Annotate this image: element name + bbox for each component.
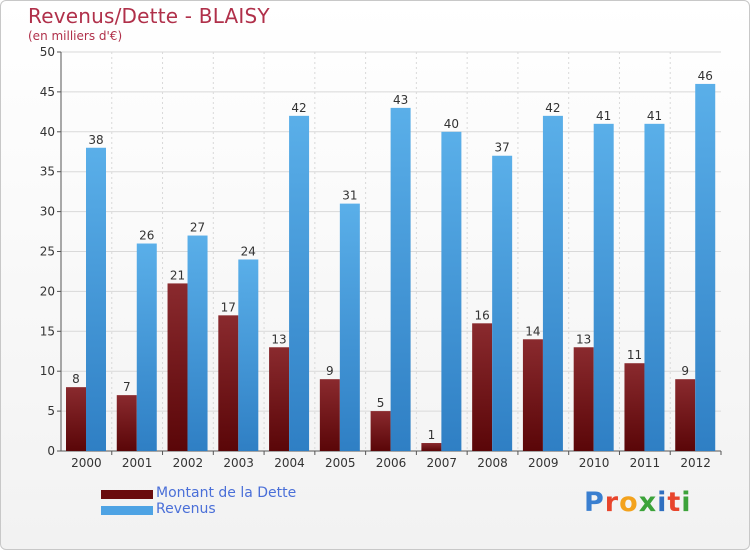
x-tick-label-2011: 2011 — [630, 456, 661, 470]
data-label-dette-2007: 1 — [428, 428, 436, 442]
bar-dette-2012 — [675, 379, 696, 451]
y-tick-label-50: 50 — [40, 45, 55, 59]
data-label-revenus-2004: 42 — [291, 101, 306, 115]
x-tick-label-2009: 2009 — [528, 456, 559, 470]
data-label-revenus-2011: 41 — [647, 109, 662, 123]
y-tick-label-40: 40 — [40, 125, 55, 139]
data-label-revenus-2007: 40 — [444, 117, 459, 131]
bar-revenus-2011 — [644, 123, 665, 451]
bar-dette-2000 — [66, 387, 86, 451]
data-label-dette-2000: 8 — [72, 372, 80, 386]
x-tick-label-2010: 2010 — [579, 456, 610, 470]
bar-dette-2003 — [218, 315, 239, 451]
x-tick-label-2005: 2005 — [325, 456, 356, 470]
data-label-revenus-2005: 31 — [342, 189, 357, 203]
y-tick-label-25: 25 — [40, 245, 55, 259]
logo-letter: o — [619, 487, 639, 518]
logo-letter: t — [667, 487, 682, 518]
chart-title: Revenus/Dette - BLAISY — [28, 4, 270, 28]
data-label-dette-2006: 5 — [377, 396, 385, 410]
data-label-revenus-2006: 43 — [393, 93, 408, 107]
data-label-revenus-2000: 38 — [88, 133, 103, 147]
y-tick-label-5: 5 — [47, 404, 55, 418]
data-label-revenus-2008: 37 — [495, 141, 510, 155]
legend-swatch-revenus — [101, 506, 153, 515]
bar-revenus-2002 — [187, 235, 208, 451]
legend-swatch-dette — [101, 490, 153, 499]
x-tick-label-2001: 2001 — [122, 456, 153, 470]
bar-revenus-2003 — [238, 259, 259, 451]
logo-letter: x — [638, 487, 658, 518]
bar-revenus-2006 — [390, 107, 411, 452]
bar-dette-2011 — [624, 363, 645, 451]
y-tick-label-35: 35 — [40, 165, 55, 179]
bar-dette-2002 — [167, 283, 188, 451]
data-label-revenus-2012: 46 — [698, 69, 713, 83]
y-tick-label-45: 45 — [40, 85, 55, 99]
bar-dette-2004 — [269, 347, 290, 451]
bar-revenus-2005 — [339, 203, 360, 451]
logo-letter: i — [657, 487, 668, 518]
data-label-revenus-2001: 26 — [139, 229, 154, 243]
data-label-revenus-2010: 41 — [596, 109, 611, 123]
data-label-dette-2005: 9 — [326, 364, 334, 378]
x-tick-label-2004: 2004 — [274, 456, 305, 470]
x-tick-label-2012: 2012 — [680, 456, 711, 470]
bar-revenus-2012 — [695, 83, 716, 452]
logo-letter: r — [604, 487, 620, 518]
y-tick-label-10: 10 — [40, 364, 55, 378]
data-label-dette-2011: 11 — [627, 348, 642, 362]
y-tick-label-20: 20 — [40, 284, 55, 298]
bar-revenus-2004 — [289, 115, 310, 451]
bar-revenus-2010 — [593, 123, 614, 451]
data-label-dette-2012: 9 — [681, 364, 689, 378]
y-tick-label-15: 15 — [40, 324, 55, 338]
data-label-revenus-2002: 27 — [190, 221, 205, 235]
bar-revenus-2000 — [86, 147, 106, 451]
chart-subtitle: (en milliers d'€) — [28, 29, 123, 43]
data-label-dette-2003: 17 — [221, 300, 236, 314]
bars — [66, 83, 716, 452]
data-label-dette-2002: 21 — [170, 268, 185, 282]
legend-label-dette: Montant de la Dette — [156, 485, 297, 501]
data-label-revenus-2003: 24 — [241, 244, 256, 258]
data-label-dette-2001: 7 — [123, 380, 131, 394]
bar-revenus-2008 — [492, 155, 513, 452]
data-label-revenus-2009: 42 — [545, 101, 560, 115]
x-tick-label-2007: 2007 — [426, 456, 457, 470]
x-tick-label-2003: 2003 — [223, 456, 254, 470]
x-tick-label-2000: 2000 — [71, 456, 102, 470]
bar-dette-2008 — [472, 323, 493, 451]
bar-revenus-2007 — [441, 131, 462, 452]
data-label-dette-2004: 13 — [271, 332, 286, 346]
data-label-dette-2009: 14 — [525, 324, 540, 338]
data-label-dette-2010: 13 — [576, 332, 591, 346]
bar-revenus-2009 — [542, 115, 563, 451]
bar-dette-2007 — [421, 443, 442, 451]
bar-revenus-2001 — [136, 243, 157, 451]
bar-dette-2006 — [370, 411, 391, 451]
bar-dette-2005 — [319, 379, 340, 451]
x-tick-label-2008: 2008 — [477, 456, 508, 470]
proxiti-logo: Proxiti — [584, 487, 692, 518]
x-tick-label-2006: 2006 — [376, 456, 407, 470]
x-tick-label-2002: 2002 — [173, 456, 204, 470]
y-tick-label-0: 0 — [47, 444, 55, 458]
bar-dette-2009 — [522, 339, 543, 451]
bar-dette-2010 — [573, 347, 594, 451]
logo-letter: P — [584, 487, 605, 518]
y-tick-label-30: 30 — [40, 205, 55, 219]
logo-letter: i — [681, 487, 692, 518]
bar-dette-2001 — [116, 395, 137, 451]
data-label-dette-2008: 16 — [475, 308, 490, 322]
legend-label-revenus: Revenus — [156, 501, 216, 517]
labels: 8 38 7 26 21 27 17 24 13 42 9 31 5 43 1 40 16 37 14 42 13 41 1… — [72, 69, 713, 442]
